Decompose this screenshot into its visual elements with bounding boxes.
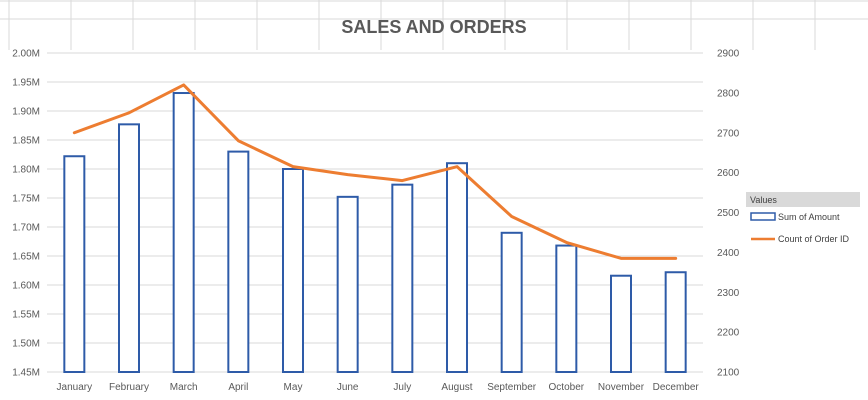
amount-bar bbox=[118, 123, 140, 373]
legend-header-bg bbox=[746, 192, 860, 207]
right-tick-label: 2100 bbox=[717, 368, 740, 379]
right-tick-label: 2400 bbox=[717, 248, 740, 259]
x-tick-label: September bbox=[487, 382, 537, 393]
legend-title: Values bbox=[750, 195, 777, 205]
legend-label-orders: Count of Order ID bbox=[778, 234, 850, 244]
amount-bar bbox=[664, 271, 687, 373]
orders-line-layer bbox=[72, 83, 678, 260]
left-tick-label: 1.85M bbox=[12, 136, 40, 147]
amount-bar bbox=[391, 183, 414, 373]
x-tick-label: January bbox=[57, 382, 93, 393]
left-tick-label: 2.00M bbox=[12, 49, 40, 60]
legend-swatch-amount bbox=[750, 212, 776, 221]
x-axis-ticks: January February March April May June July Augu… bbox=[57, 382, 700, 393]
amount-bar bbox=[555, 244, 578, 373]
x-tick-label: October bbox=[549, 382, 585, 393]
x-tick-label: May bbox=[284, 382, 303, 393]
amount-bar bbox=[446, 162, 468, 373]
amount-bar bbox=[172, 92, 195, 374]
amount-bar bbox=[610, 274, 632, 373]
left-tick-label: 1.50M bbox=[12, 339, 40, 350]
x-tick-label: July bbox=[393, 382, 411, 393]
x-tick-label: March bbox=[170, 382, 198, 393]
x-tick-label: December bbox=[653, 382, 700, 393]
left-tick-label: 1.90M bbox=[12, 107, 40, 118]
left-tick-label: 1.60M bbox=[12, 281, 40, 292]
x-tick-label: August bbox=[441, 382, 472, 393]
legend-label-amount: Sum of Amount bbox=[778, 212, 840, 222]
right-tick-label: 2800 bbox=[717, 88, 740, 99]
right-axis-ticks: 2100 2200 2300 2400 2500 2600 2700 2800 2900 bbox=[717, 49, 740, 379]
amount-bar bbox=[500, 231, 523, 373]
left-tick-label: 1.70M bbox=[12, 223, 40, 234]
left-tick-label: 1.65M bbox=[12, 252, 40, 263]
left-tick-label: 1.75M bbox=[12, 194, 40, 205]
x-tick-label: November bbox=[598, 382, 645, 393]
chart-title: SALES AND ORDERS bbox=[341, 17, 526, 37]
left-tick-label: 1.80M bbox=[12, 165, 40, 176]
orders-line bbox=[72, 83, 678, 260]
plot-gridlines bbox=[47, 52, 703, 373]
right-tick-label: 2600 bbox=[717, 168, 740, 179]
right-tick-label: 2700 bbox=[717, 128, 740, 139]
amount-bar bbox=[282, 168, 304, 373]
amount-bars bbox=[63, 92, 687, 374]
x-tick-label: June bbox=[337, 382, 359, 393]
legend[interactable]: Values Sum of Amount Count of Order ID bbox=[746, 192, 860, 244]
spreadsheet-gridlines bbox=[0, 0, 868, 50]
x-tick-label: April bbox=[228, 382, 248, 393]
right-tick-label: 2900 bbox=[717, 49, 740, 60]
x-tick-label: February bbox=[109, 382, 149, 393]
left-axis-ticks: 1.45M 1.50M 1.55M 1.60M 1.65M 1.70M 1.75M 1.80M… bbox=[12, 49, 40, 379]
right-tick-label: 2500 bbox=[717, 208, 740, 219]
left-tick-label: 1.45M bbox=[12, 368, 40, 379]
amount-bar bbox=[63, 155, 86, 373]
amount-bar bbox=[336, 195, 359, 373]
left-tick-label: 1.55M bbox=[12, 310, 40, 321]
left-tick-label: 1.95M bbox=[12, 78, 40, 89]
right-tick-label: 2200 bbox=[717, 328, 740, 339]
right-tick-label: 2300 bbox=[717, 288, 740, 299]
amount-bar bbox=[227, 150, 250, 373]
